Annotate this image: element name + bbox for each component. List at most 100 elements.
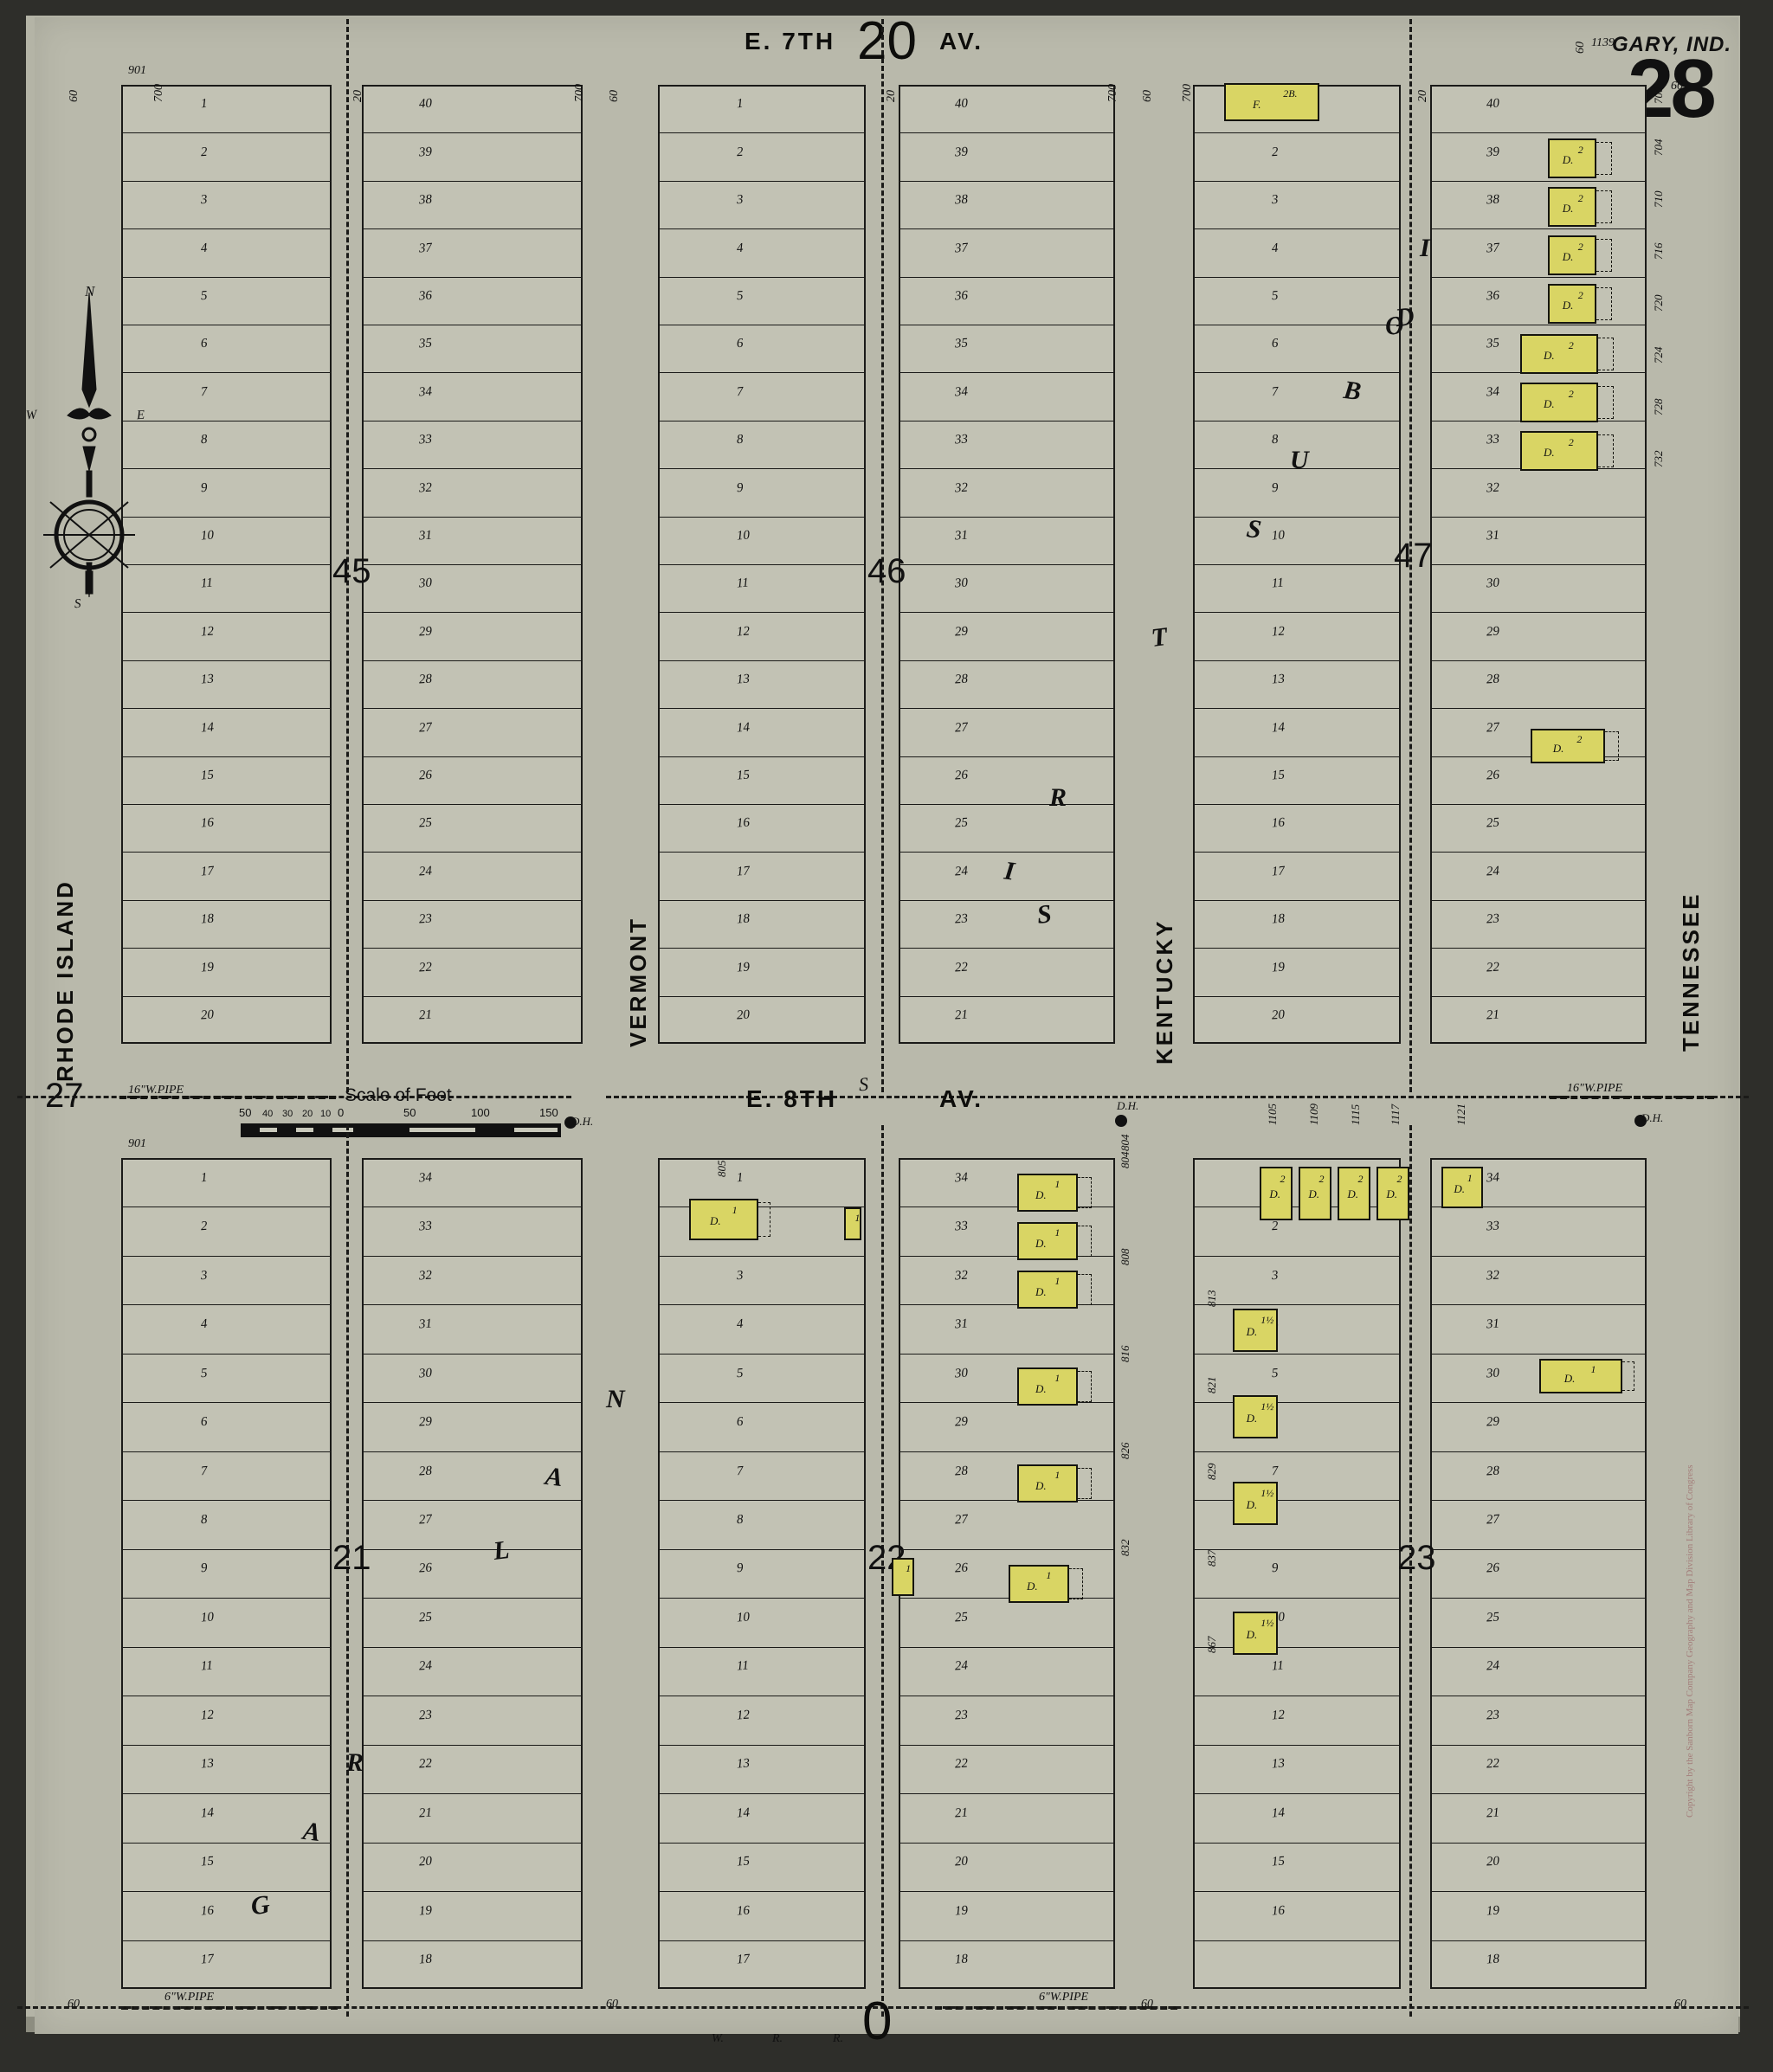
building-stories-label: 2 xyxy=(1576,732,1583,745)
block-23-left-half[interactable] xyxy=(1193,1158,1401,1989)
building-dwelling-b22-r0[interactable] xyxy=(1017,1174,1078,1212)
building-small-b22-b[interactable] xyxy=(892,1558,914,1596)
water-pipe-right-mid xyxy=(1550,1096,1714,1099)
building-type-label: D. xyxy=(1544,397,1555,411)
building-type-label: D. xyxy=(1035,1236,1047,1250)
building-dwelling-37[interactable] xyxy=(1548,235,1596,275)
lot-divider xyxy=(658,1842,866,1844)
building-dwelling-38[interactable] xyxy=(1548,187,1596,227)
block-boundary-mid-2 xyxy=(606,1096,1749,1098)
building-dwelling-b23-1121[interactable] xyxy=(1441,1167,1483,1208)
building-dwelling-b22-r1[interactable] xyxy=(1017,1222,1078,1260)
building-dwelling-b23-row3[interactable] xyxy=(1376,1167,1409,1220)
scale-bar-seg-2 xyxy=(296,1128,313,1132)
lot-divider xyxy=(1430,1500,1647,1502)
lot-divider xyxy=(362,660,583,661)
building-small-b22[interactable] xyxy=(844,1207,861,1240)
footer-rr-w: W. xyxy=(712,2032,724,2045)
hydrant-marker-mid-k xyxy=(1115,1115,1127,1127)
lot-divider xyxy=(1193,1940,1401,1941)
lot-divider xyxy=(1193,1646,1401,1648)
building-type-label: D. xyxy=(1386,1187,1398,1200)
hydrant-label-right-mid: D.H. xyxy=(1641,1111,1664,1124)
lot-divider xyxy=(121,228,332,230)
footer-rr-r1: R. xyxy=(772,2032,783,2045)
dim-60-bottom-left: 60 xyxy=(68,1998,80,2011)
water-pipe-bottom-left-label: 6"W.PIPE xyxy=(164,1991,215,2004)
building-stories-label: 2 xyxy=(1577,240,1583,253)
building-dwelling-b22-r4[interactable] xyxy=(1017,1464,1078,1503)
lot-divider xyxy=(1193,132,1401,134)
building-dwelling-27[interactable] xyxy=(1531,729,1605,763)
subdivision-letter: L xyxy=(491,1535,512,1566)
building-type-label: D. xyxy=(1347,1187,1359,1200)
building-dwelling-34[interactable] xyxy=(1520,383,1598,422)
lot-divider xyxy=(899,1598,1115,1599)
lot-divider xyxy=(362,468,583,470)
lot-divider xyxy=(899,948,1115,949)
building-dwelling-b22-r5[interactable] xyxy=(1009,1565,1069,1603)
building-stories-label: 2 xyxy=(1280,1173,1286,1186)
block-23-right-half[interactable] xyxy=(1430,1158,1647,1989)
building-dwelling-b22-r2[interactable] xyxy=(1017,1271,1078,1309)
page-edge-right xyxy=(1740,0,1773,2072)
lot-divider xyxy=(1430,899,1647,901)
lot-divider xyxy=(121,708,332,710)
building-dwelling-35[interactable] xyxy=(1520,334,1598,374)
building-type-label: D. xyxy=(1562,250,1574,264)
lot-divider xyxy=(658,1891,866,1893)
building-dwelling-b23-row2[interactable] xyxy=(1338,1167,1370,1220)
building-dwelling-b23-left0[interactable] xyxy=(1233,1309,1278,1352)
lot-divider xyxy=(1193,852,1401,853)
building-dwelling-33[interactable] xyxy=(1520,431,1598,471)
lot-divider xyxy=(121,1940,332,1941)
lot-divider xyxy=(121,756,332,757)
lot-divider xyxy=(1193,1548,1401,1550)
building-dwelling-b22-r3[interactable] xyxy=(1017,1367,1078,1406)
page-edge-top xyxy=(0,0,1773,16)
building-porch xyxy=(1078,1273,1092,1306)
lot-divider xyxy=(121,1548,332,1550)
lot-divider xyxy=(362,804,583,805)
building-dwelling-b23-1139[interactable] xyxy=(1539,1359,1622,1393)
scale-bar-seg-3 xyxy=(332,1128,353,1132)
lot-divider xyxy=(121,1402,332,1404)
building-dwelling-b22-lot2[interactable] xyxy=(689,1199,758,1240)
building-porch xyxy=(1598,385,1614,420)
hydrant-label-mid-k: D.H. xyxy=(1117,1099,1139,1112)
lot-divider xyxy=(121,852,332,853)
dim-60-corner: 60 xyxy=(1671,80,1683,93)
block-21-right-half[interactable] xyxy=(362,1158,583,1989)
block-22-right-half[interactable] xyxy=(899,1158,1115,1989)
building-stories-label: 2 xyxy=(1357,1173,1364,1186)
building-dwelling-b23-left1[interactable] xyxy=(1233,1395,1278,1438)
lot-divider xyxy=(658,1548,866,1550)
building-dwelling-b23-left2[interactable] xyxy=(1233,1482,1278,1525)
lot-divider xyxy=(362,1402,583,1404)
building-dwelling-36[interactable] xyxy=(1548,284,1596,324)
building-dwelling-b23-row0[interactable] xyxy=(1260,1167,1293,1220)
lot-divider xyxy=(1193,564,1401,565)
lot-divider xyxy=(362,756,583,757)
subdivision-letter: S xyxy=(1035,899,1054,930)
lot-divider xyxy=(658,995,866,997)
block-21-left-half[interactable] xyxy=(121,1158,332,1989)
footer-rr-r2: R. xyxy=(833,2032,844,2045)
block-22-left-half[interactable] xyxy=(658,1158,866,1989)
building-type-label: D. xyxy=(1308,1187,1320,1200)
building-type-label: D. xyxy=(1544,349,1555,363)
lot-divider xyxy=(121,1891,332,1893)
lot-divider xyxy=(658,948,866,949)
lot-divider xyxy=(658,372,866,374)
scale-tick-50l: 50 xyxy=(239,1106,252,1119)
scale-tick-50r: 50 xyxy=(403,1106,416,1119)
lot-divider xyxy=(362,132,583,134)
building-dwelling-b23-row1[interactable] xyxy=(1299,1167,1331,1220)
building-dwelling-39[interactable] xyxy=(1548,138,1596,178)
lot-divider xyxy=(362,1353,583,1355)
building-flats-1[interactable] xyxy=(1224,83,1319,121)
building-dwelling-b23-left3[interactable] xyxy=(1233,1612,1278,1655)
lot-divider xyxy=(362,852,583,853)
scale-tick-10: 10 xyxy=(320,1109,332,1119)
